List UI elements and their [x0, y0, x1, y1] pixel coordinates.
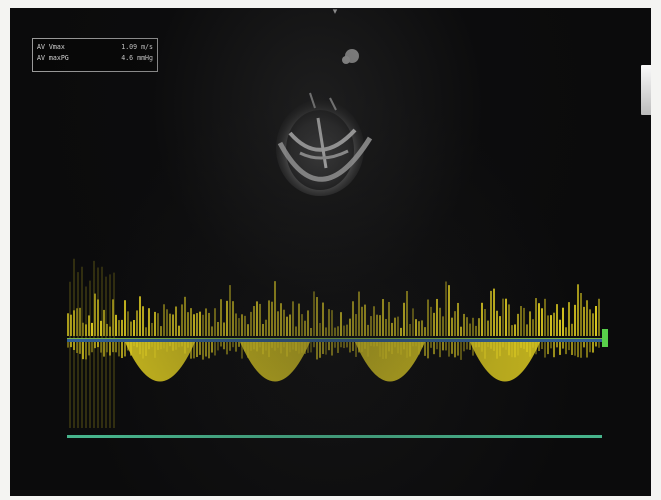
measurement-value: 4.6 mmHg [121, 54, 153, 62]
scale-line [67, 435, 602, 438]
measurement-panel: AV Vmax 1.09 m/s AV maxPG 4.6 mmHg [32, 38, 158, 72]
doppler-envelope [470, 342, 540, 382]
grayscale-bar [641, 65, 651, 115]
measurement-label: AV maxPG [37, 54, 69, 62]
doppler-envelope [240, 342, 310, 382]
echo-image [276, 49, 373, 196]
probe-marker: ▾ [332, 8, 338, 17]
measurement-row-vmax: AV Vmax 1.09 m/s [37, 42, 153, 53]
doppler-envelopes [125, 342, 540, 382]
doppler-spectrum [67, 258, 600, 428]
ultrasound-display: ▾ AV Vmax 1.09 m/s AV maxPG 4.6 mmHg [10, 8, 651, 496]
measurement-row-maxpg: AV maxPG 4.6 mmHg [37, 53, 153, 64]
doppler-envelope [125, 342, 195, 382]
doppler-envelope [355, 342, 425, 382]
measurement-value: 1.09 m/s [121, 43, 153, 51]
heart-echo-shape [276, 49, 373, 196]
baseline-marker [602, 329, 608, 347]
doppler-baseline [67, 338, 603, 342]
measurement-label: AV Vmax [37, 43, 65, 51]
